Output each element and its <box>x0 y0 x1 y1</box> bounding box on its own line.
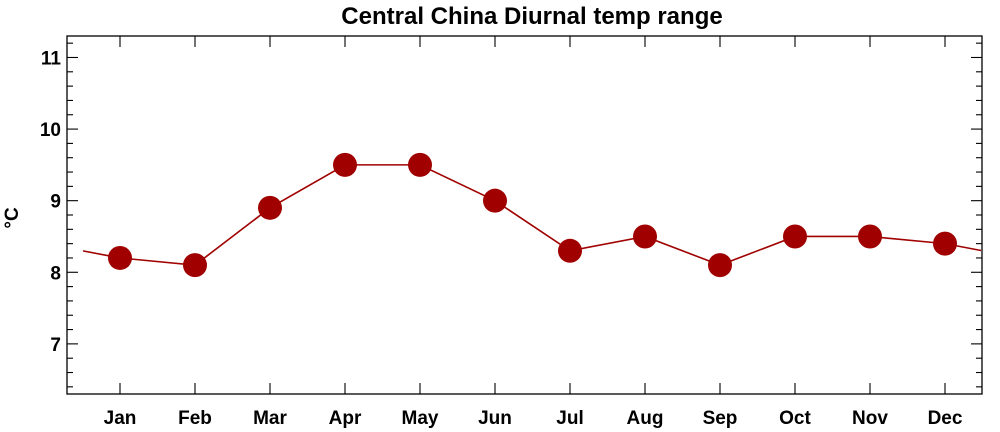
series-layer <box>82 152 982 278</box>
x-tick-label: Jul <box>556 408 583 429</box>
data-point-aug <box>633 224 657 249</box>
x-tick-label: Apr <box>329 408 362 429</box>
data-point-jul <box>558 238 582 263</box>
x-tick-label: Dec <box>928 408 963 429</box>
chart-title: Central China Diurnal temp range <box>341 3 722 30</box>
axes: 7 8 9 10 11 Jan Feb Mar Apr May Jun Jul Aug Sep Oct Nov… <box>40 36 982 429</box>
plot-frame <box>66 35 983 395</box>
x-tick-label: Aug <box>627 408 664 429</box>
data-point-dec <box>933 231 957 256</box>
y-tick-label: 9 <box>50 192 61 213</box>
x-tick-label: Feb <box>178 408 212 429</box>
series-line <box>82 164 982 266</box>
y-tick-label: 10 <box>40 120 61 141</box>
data-point-feb <box>183 253 207 278</box>
data-point-apr <box>333 152 357 177</box>
y-tick-label: 8 <box>50 263 61 284</box>
x-tick-label: Oct <box>779 408 811 429</box>
y-tick-label: 7 <box>50 335 61 356</box>
data-point-jun <box>483 188 507 213</box>
data-point-jan <box>108 245 132 270</box>
x-tick-label: Nov <box>852 408 888 429</box>
data-point-nov <box>858 224 882 249</box>
x-tick-label: May <box>402 408 439 429</box>
x-tick-label: Jan <box>104 408 137 429</box>
data-point-sep <box>708 253 732 278</box>
data-point-oct <box>783 224 807 249</box>
x-tick-label: Sep <box>703 408 738 429</box>
y-tick-label: 11 <box>41 48 62 69</box>
x-tick-label: Mar <box>253 408 287 429</box>
y-axis-label: °C <box>2 207 23 229</box>
data-point-mar <box>258 195 282 220</box>
data-point-may <box>408 152 432 177</box>
x-tick-label: Jun <box>478 408 512 429</box>
